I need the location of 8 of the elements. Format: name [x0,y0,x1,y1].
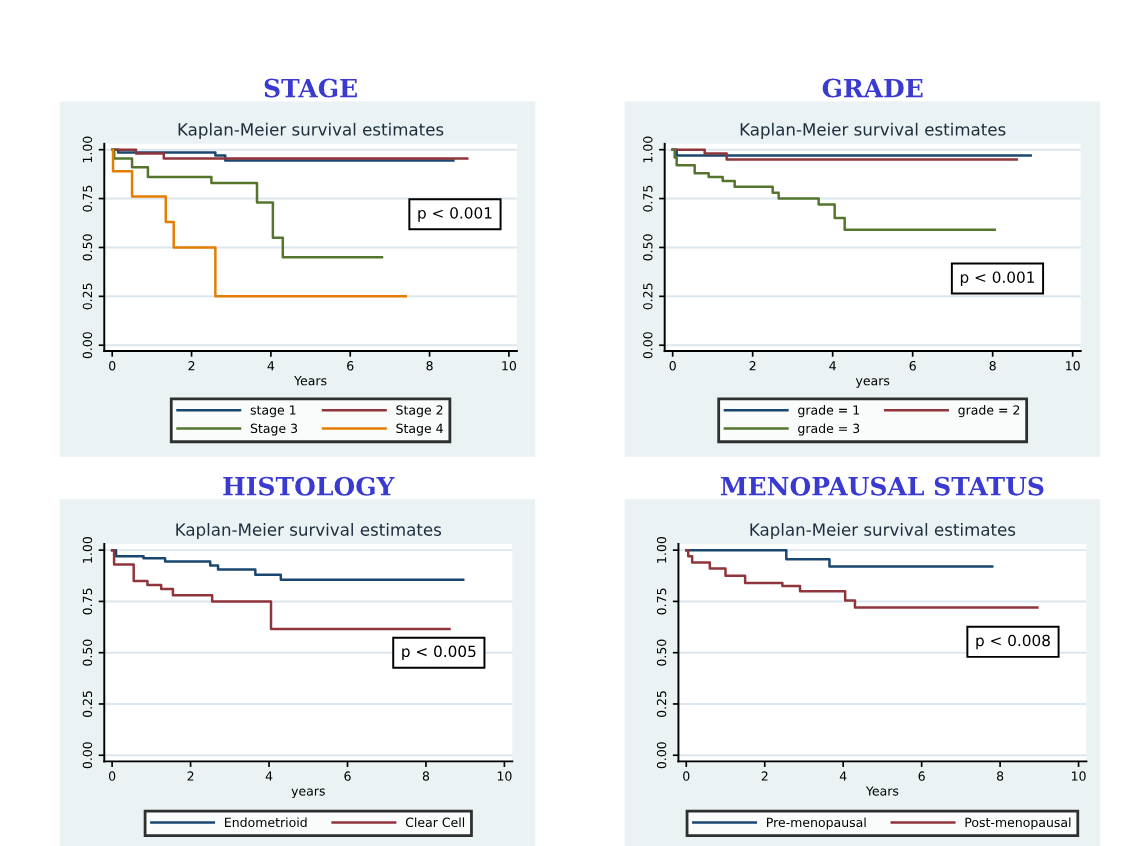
chart-subtitle: Kaplan-Meier survival estimates [176,522,442,540]
chart-subtitle: Kaplan-Meier survival estimates [750,522,1016,540]
chart-title: GRADE [822,78,923,98]
chart-title: MENOPAUSAL STATUS [720,476,1044,496]
chart-subtitle: Kaplan-Meier survival estimates [178,122,444,139]
chart-title: STAGE [264,78,357,98]
chart-title: HISTOLOGY [223,476,395,496]
chart-subtitle: Kaplan-Meier survival estimates [740,122,1006,139]
